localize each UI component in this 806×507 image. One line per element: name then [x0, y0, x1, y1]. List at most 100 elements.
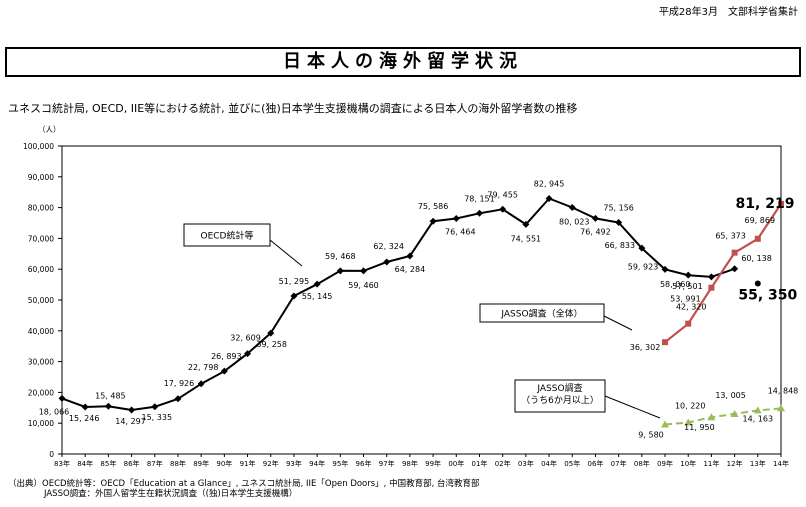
- x-tick-label: 13年: [750, 459, 766, 468]
- callout-jasso-6m-leader: [604, 395, 661, 419]
- x-tick-label: 09年: [657, 459, 673, 468]
- data-label: 51, 295: [279, 277, 310, 286]
- y-tick-label: 60,000: [28, 265, 54, 274]
- data-label: 66, 833: [605, 241, 636, 250]
- data-point: [568, 204, 576, 212]
- data-label: 39, 258: [256, 340, 287, 349]
- data-point: [591, 214, 599, 222]
- x-tick-label: 05年: [564, 459, 580, 468]
- series-line: [61, 197, 735, 412]
- source-line-2: JASSO調査：外国人留学生在籍状況調査（(独)日本学生支援機構）: [44, 489, 298, 499]
- callout-oecd-leader: [269, 239, 303, 267]
- x-tick-label: 94年: [309, 459, 325, 468]
- x-tick-label: 04年: [541, 459, 557, 468]
- data-point: [522, 220, 530, 228]
- data-label: 55, 145: [302, 292, 333, 301]
- y-tick-label: 30,000: [28, 358, 54, 367]
- x-tick-label: 86年: [124, 459, 140, 468]
- x-tick-label: 95年: [332, 459, 348, 468]
- x-tick-label: 12年: [727, 459, 743, 468]
- data-point: [406, 252, 414, 260]
- data-point: [313, 280, 321, 288]
- x-tick-label: 92年: [263, 459, 279, 468]
- data-label: 15, 246: [69, 414, 100, 423]
- x-tick-label: 99年: [425, 459, 441, 468]
- x-tick-label: 93年: [286, 459, 302, 468]
- data-label: 26, 893: [211, 352, 242, 361]
- data-label: 57, 501: [672, 282, 703, 291]
- data-point: [754, 280, 761, 287]
- data-label: 58, 060: [660, 280, 691, 289]
- x-tick-label: 84年: [77, 459, 93, 468]
- data-point: [383, 258, 391, 266]
- data-point: [174, 395, 182, 403]
- data-point: [753, 406, 762, 414]
- x-tick-label: 01年: [472, 459, 488, 468]
- data-label: 75, 586: [418, 202, 449, 211]
- data-label: 62, 324: [373, 242, 404, 251]
- data-point: [58, 394, 66, 402]
- data-point: [707, 413, 716, 421]
- data-label: 69, 869: [745, 216, 776, 225]
- x-tick-label: 83年: [54, 459, 70, 468]
- data-point: [615, 219, 623, 227]
- data-point: [336, 267, 344, 275]
- x-tick-label: 90年: [216, 459, 232, 468]
- data-point: [707, 273, 715, 281]
- y-tick-label: 40,000: [28, 327, 54, 336]
- x-tick-label: 98年: [402, 459, 418, 468]
- x-tick-label: 06年: [587, 459, 603, 468]
- data-label: 15, 335: [142, 413, 173, 422]
- data-label: 11, 950: [684, 423, 715, 432]
- x-tick-label: 85年: [100, 459, 116, 468]
- callout-jasso-6m-box: [514, 379, 606, 413]
- y-tick-label: 50,000: [28, 296, 54, 305]
- data-label: 9, 580: [638, 430, 663, 439]
- data-label: 64, 284: [395, 265, 426, 274]
- x-tick-label: 10年: [680, 459, 696, 468]
- data-point: [730, 409, 739, 417]
- callout-oecd-box: [183, 223, 271, 247]
- source-note: （出典）OECD統計等：OECD「Education at a Glance」,…: [8, 479, 480, 499]
- source-line-1: OECD統計等：OECD「Education at a Glance」, ユネス…: [42, 479, 480, 489]
- data-label: 53, 991: [670, 295, 701, 304]
- data-point: [197, 380, 205, 388]
- data-label: 17, 926: [164, 379, 195, 388]
- data-label: 75, 156: [603, 204, 634, 213]
- data-label: 32, 609: [230, 334, 261, 343]
- x-tick-label: 97年: [379, 459, 395, 468]
- data-point: [778, 200, 784, 207]
- data-point: [128, 406, 136, 414]
- data-label: 76, 492: [580, 227, 611, 236]
- data-label: 59, 923: [628, 262, 659, 271]
- data-point: [81, 403, 89, 411]
- y-tick-label: 10,000: [28, 419, 54, 428]
- data-point: [777, 404, 785, 412]
- callout-jasso-6m-label: （うち6か月以上）: [521, 395, 599, 406]
- callout-jasso-6m-label: JASSO調査: [536, 382, 582, 394]
- data-point: [731, 249, 738, 256]
- callout-oecd-label: OECD統計等: [201, 230, 254, 242]
- data-point: [104, 402, 112, 410]
- data-label: 13, 005: [715, 391, 746, 400]
- data-label: 18, 066: [39, 407, 70, 416]
- x-tick-label: 91年: [240, 459, 256, 468]
- y-axis-unit: （人）: [38, 125, 61, 134]
- data-label: 59, 468: [325, 252, 356, 261]
- data-point: [731, 265, 739, 273]
- data-point: [499, 205, 507, 213]
- data-point: [360, 267, 368, 275]
- data-point: [685, 320, 692, 327]
- x-tick-label: 96年: [356, 459, 372, 468]
- data-label: 65, 373: [715, 232, 746, 241]
- x-tick-label: 88年: [170, 459, 186, 468]
- y-tick-label: 70,000: [28, 234, 54, 243]
- data-point: [638, 244, 646, 252]
- data-label: 59, 460: [348, 281, 379, 290]
- data-point: [220, 367, 228, 375]
- x-tick-label: 89年: [193, 459, 209, 468]
- series-line: [664, 407, 782, 426]
- chart-subtitle: ユネスコ統計局, OECD, IIE等における統計, 並びに(独)日本学生支援機…: [8, 102, 578, 115]
- x-tick-label: 11年: [703, 459, 719, 468]
- data-point: [475, 209, 483, 217]
